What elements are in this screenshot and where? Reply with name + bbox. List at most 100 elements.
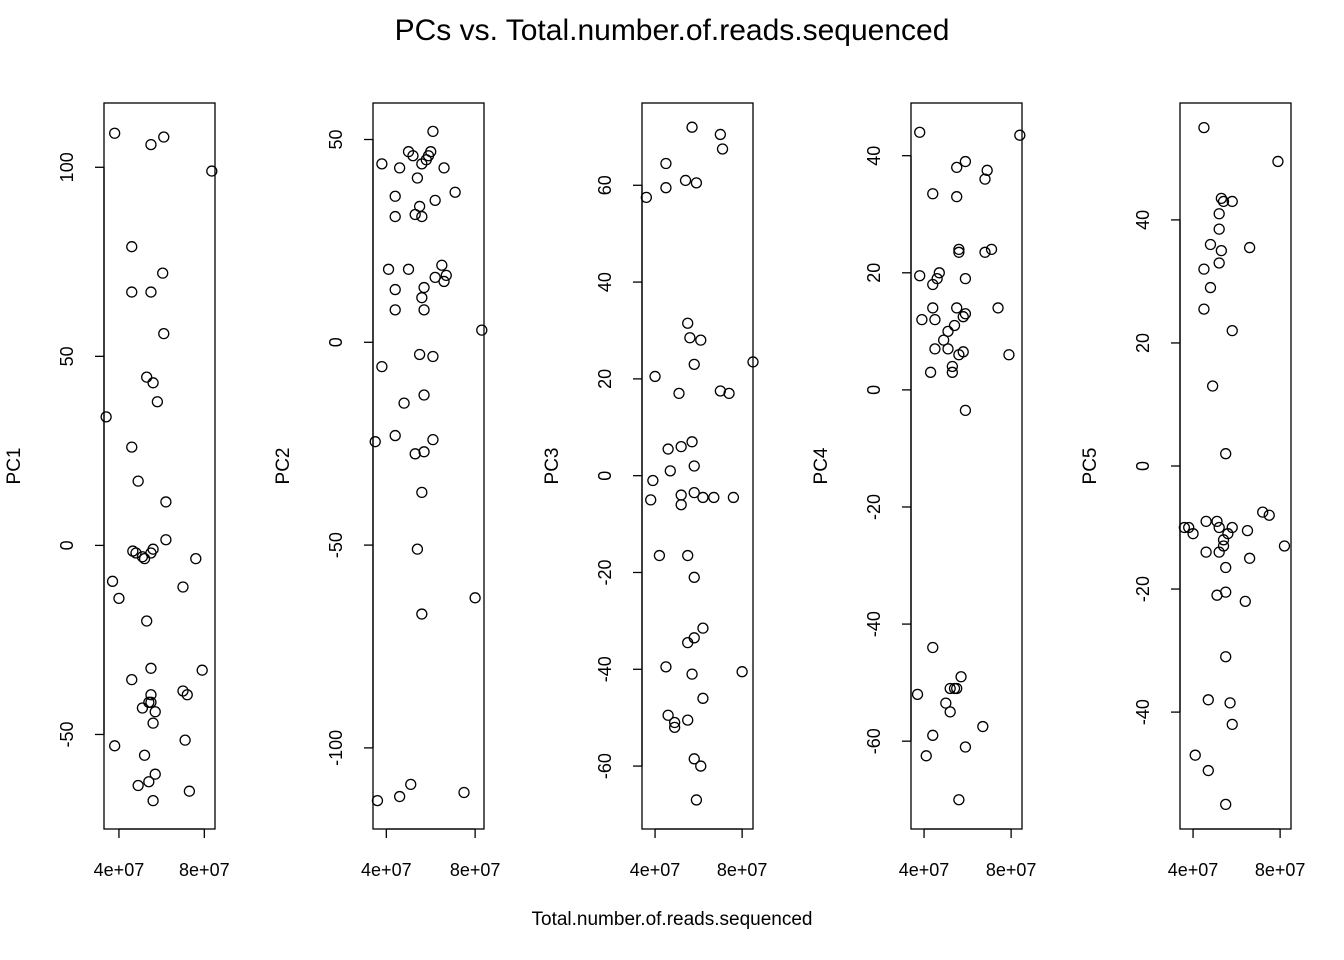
data-point [141, 615, 153, 627]
chart-title: PCs vs. Total.number.of.reads.sequenced [395, 14, 950, 47]
data-point [723, 387, 735, 400]
data-point [927, 641, 939, 654]
data-point [145, 138, 157, 151]
y-tick-label: 100 [57, 152, 77, 182]
data-point [673, 387, 685, 400]
data-point [640, 191, 653, 204]
data-point [944, 682, 956, 695]
y-tick-label: -40 [1133, 699, 1153, 725]
data-point [416, 158, 428, 170]
data-point [662, 443, 674, 455]
panel-5: -40 -20 0 20 40 4e+07 8e+07 PC5 [1080, 102, 1305, 880]
data-point [944, 706, 956, 718]
data-point [914, 270, 926, 282]
data-point [141, 371, 153, 383]
data-point [747, 356, 759, 368]
data-point [686, 436, 698, 448]
y-axis-label: PC1 [4, 448, 25, 485]
data-point [206, 165, 218, 177]
y-tick-label: -60 [595, 753, 615, 779]
data-point [109, 740, 121, 752]
data-point [955, 671, 967, 683]
data-point [716, 143, 729, 155]
data-point [675, 440, 687, 453]
data-point [149, 706, 161, 718]
data-point [1200, 546, 1212, 558]
panel-3: -60 -40 -20 0 20 40 60 4e+07 8e+07 PC3 [542, 102, 768, 880]
data-point [653, 549, 666, 562]
data-point [1211, 515, 1223, 528]
data-point [736, 666, 748, 678]
data-point [1224, 697, 1236, 709]
data-point [106, 575, 119, 587]
data-point [929, 313, 941, 326]
x-tick-label: 8e+07 [986, 860, 1037, 880]
y-tick-label: 60 [595, 175, 615, 195]
y-tick-label: 20 [864, 263, 884, 283]
data-point [132, 779, 144, 792]
data-point [953, 246, 965, 258]
data-point [179, 734, 191, 746]
data-point [398, 397, 410, 409]
data-point [1243, 241, 1256, 254]
data-point [1213, 257, 1225, 269]
data-point [436, 259, 448, 271]
data-point [697, 491, 709, 504]
data-point [948, 319, 961, 332]
data-point [389, 304, 401, 316]
data-point [147, 543, 159, 555]
data-point [440, 269, 452, 282]
data-point [649, 370, 661, 383]
data-point [946, 360, 959, 373]
data-point [126, 241, 138, 253]
data-point [389, 210, 401, 223]
y-tick-label: -20 [1133, 576, 1153, 602]
x-tick-label: 8e+07 [179, 860, 230, 880]
data-point [682, 714, 694, 726]
data-point [927, 729, 939, 741]
data-point [916, 313, 928, 326]
data-point [1257, 506, 1269, 518]
data-point [953, 243, 965, 256]
data-point [1241, 524, 1254, 537]
data-point [1263, 509, 1275, 521]
data-point [418, 389, 430, 401]
data-point [143, 776, 155, 788]
data-point [429, 194, 441, 206]
data-point [920, 750, 932, 762]
data-point [416, 292, 428, 304]
data-point [682, 549, 694, 562]
data-point [686, 121, 698, 133]
data-point [1220, 561, 1232, 574]
y-tick-label: 0 [326, 337, 346, 347]
x-tick-label: 8e+07 [717, 860, 768, 880]
y-tick-label: 40 [595, 272, 615, 292]
data-point [416, 608, 428, 620]
data-point [427, 125, 439, 138]
data-point [438, 275, 450, 288]
data-point [407, 150, 419, 162]
data-point [1215, 245, 1228, 257]
data-point [979, 246, 991, 258]
y-tick-label: 0 [57, 540, 77, 550]
data-point [138, 552, 151, 565]
data-point [409, 208, 421, 221]
plot-frame [372, 102, 485, 830]
data-point [1217, 195, 1230, 208]
plot-frame [641, 102, 754, 830]
data-point [449, 186, 461, 198]
data-point [416, 486, 428, 499]
data-point [1204, 238, 1217, 251]
data-point [138, 749, 151, 761]
data-point [1239, 595, 1251, 608]
data-point [951, 191, 963, 203]
data-point [688, 632, 700, 644]
data-point [959, 404, 972, 417]
data-point [130, 547, 142, 559]
data-point [393, 790, 406, 803]
data-point [126, 673, 138, 686]
data-point [427, 350, 439, 363]
data-point [132, 475, 144, 487]
data-point [147, 717, 159, 729]
